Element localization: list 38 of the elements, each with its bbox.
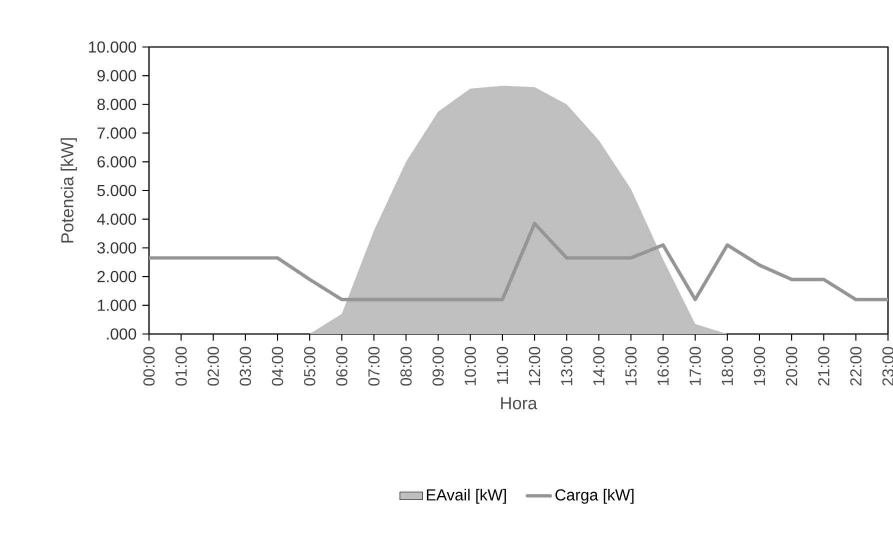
y-tick-label: 9.000 xyxy=(97,70,136,82)
y-tick-label: 4.000 xyxy=(97,214,136,225)
x-tick-label: 17:00 xyxy=(690,346,701,386)
x-tick-label: 03:00 xyxy=(240,346,252,386)
x-tick-label: 10:00 xyxy=(464,346,476,386)
x-tick-label: 00:00 xyxy=(143,346,155,386)
legend-label: EAvail [kW] xyxy=(426,488,506,504)
x-tick-label: 20:00 xyxy=(786,346,798,386)
x-tick-label: 06:00 xyxy=(336,346,348,386)
y-tick-label: .000 xyxy=(107,328,136,340)
legend-label: Carga [kW] xyxy=(555,488,634,504)
x-tick-label: 22:00 xyxy=(850,346,862,386)
y-tick-label: 3.000 xyxy=(97,242,136,254)
x-tick-label: 02:00 xyxy=(208,346,219,386)
x-tick-label: 08:00 xyxy=(400,346,412,386)
y-tick-label: 7.000 xyxy=(98,127,136,139)
y-tick-label: 2.000 xyxy=(98,270,136,282)
x-tick-label: 09:00 xyxy=(432,346,444,386)
y-axis-title: Potencia [kW] xyxy=(60,138,77,243)
x-tick-label: 05:00 xyxy=(304,346,316,386)
x-tick-label: 04:00 xyxy=(272,346,284,386)
x-tick-label: 21:00 xyxy=(818,346,830,386)
y-tick-label: 8.000 xyxy=(97,98,136,110)
x-tick-label: 19:00 xyxy=(754,346,766,386)
x-tick-label: 16:00 xyxy=(657,346,669,386)
x-tick-label: 01:00 xyxy=(175,346,187,386)
x-tick-label: 11:00 xyxy=(496,346,508,384)
x-tick-label: 07:00 xyxy=(368,346,380,386)
x-tick-label: 14:00 xyxy=(593,346,604,386)
x-tick-label: 18:00 xyxy=(722,346,733,386)
y-tick-label: 6.000 xyxy=(98,156,136,168)
y-tick-label: 10.000 xyxy=(89,41,136,53)
x-tick-label: 12:00 xyxy=(528,346,540,386)
x-tick-label: 13:00 xyxy=(561,346,572,386)
y-tick-label: 1.000 xyxy=(98,300,136,311)
x-tick-label: 15:00 xyxy=(625,346,637,386)
x-axis-title: Hora xyxy=(501,397,538,410)
y-tick-label: 5.000 xyxy=(97,184,136,196)
